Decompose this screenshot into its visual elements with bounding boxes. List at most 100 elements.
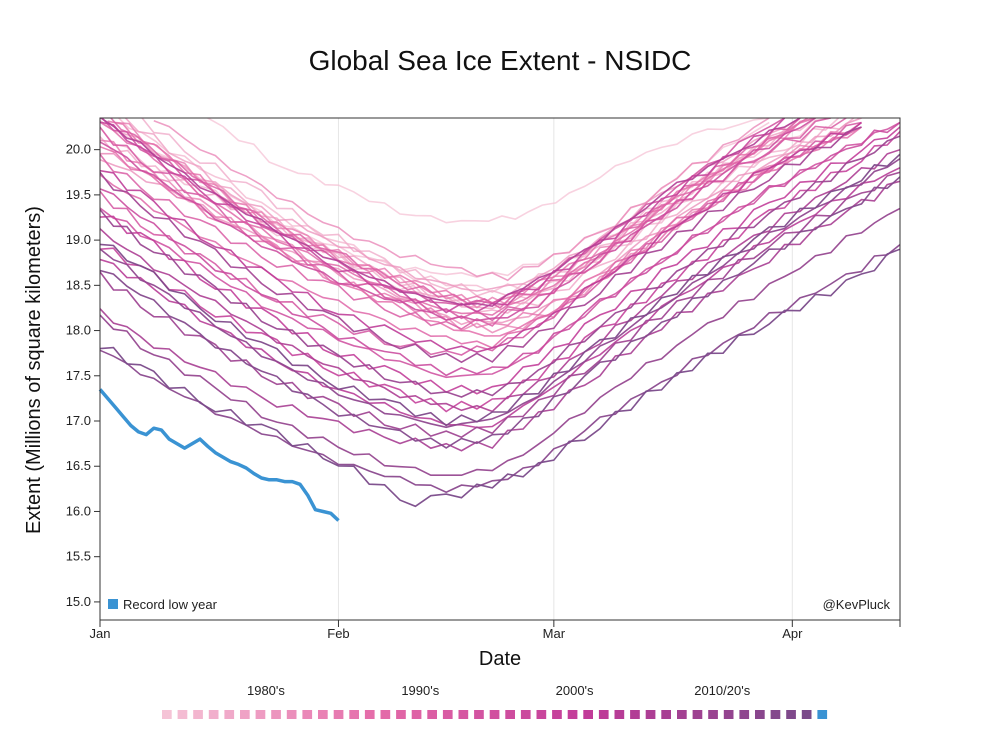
- strip-square: [489, 710, 500, 719]
- series-line-31: [100, 148, 900, 413]
- strip-square: [224, 710, 235, 719]
- series-line-29: [100, 166, 900, 429]
- y-tick-label: 17.0: [66, 413, 91, 428]
- x-tick-label-feb: Feb: [327, 626, 349, 641]
- strip-square: [801, 710, 812, 719]
- series-line-39: [100, 176, 900, 449]
- y-axis-title: Extent (Millions of square kilometers): [23, 206, 45, 534]
- strip-square: [411, 710, 422, 719]
- decade-label-0: 1980's: [247, 683, 285, 698]
- series-line-22: [100, 121, 900, 379]
- series-line-23: [100, 118, 816, 322]
- series-line-28: [100, 121, 862, 353]
- strip-square: [240, 710, 250, 719]
- y-tick-label: 18.0: [66, 323, 91, 338]
- series-line-37: [100, 158, 900, 429]
- decade-label-1: 1990's: [401, 683, 439, 698]
- y-tick-label: 16.0: [66, 503, 91, 518]
- series-line-13: [107, 118, 816, 304]
- strip-square: [692, 710, 703, 719]
- legend-swatch-record-low: [108, 599, 118, 609]
- strip-square: [552, 710, 562, 719]
- strip-square: [427, 710, 437, 719]
- series-line-27: [100, 126, 900, 395]
- x-tick-label-jan: Jan: [90, 626, 111, 641]
- strip-square: [786, 710, 796, 719]
- strip-square: [474, 710, 484, 719]
- strip-square: [536, 710, 547, 719]
- strip-square: [380, 710, 391, 719]
- strip-square: [396, 710, 406, 719]
- strip-square: [755, 710, 765, 719]
- strip-square: [598, 710, 609, 719]
- y-tick-label: 16.5: [66, 458, 91, 473]
- plot-frame: [99, 117, 901, 621]
- strip-square: [286, 710, 297, 719]
- series-line-11: [115, 118, 816, 309]
- y-tick-label: 17.5: [66, 368, 91, 383]
- legend-label-record-low: Record low year: [123, 597, 218, 612]
- credit-label: @KevPluck: [823, 597, 891, 612]
- series-lines: [100, 118, 900, 508]
- strip-square: [739, 710, 750, 719]
- decade-color-strip: [162, 710, 828, 719]
- series-line-17: [109, 118, 801, 309]
- series-line-40: [100, 153, 900, 427]
- strip-square: [677, 710, 687, 719]
- strip-square: [645, 710, 656, 719]
- y-tick-label: 19.5: [66, 187, 91, 202]
- strip-square: [193, 710, 203, 719]
- strip-square: [333, 710, 344, 719]
- x-tick-label-apr: Apr: [782, 626, 803, 641]
- strip-square: [162, 710, 172, 719]
- strip-square: [271, 710, 281, 719]
- y-tick-label: 15.0: [66, 594, 91, 609]
- series-line-16: [100, 126, 862, 349]
- strip-square: [458, 710, 469, 719]
- strip-square: [567, 710, 578, 719]
- y-tick-label: 18.5: [66, 277, 91, 292]
- series-line-32: [100, 180, 900, 452]
- decade-label-2: 2000's: [556, 683, 594, 698]
- record-low-series: [98, 388, 340, 522]
- series-line-9: [153, 118, 770, 282]
- strip-square: [349, 710, 359, 719]
- series-line-30: [100, 118, 801, 308]
- series-line-24: [100, 121, 900, 377]
- series-line-35: [100, 135, 900, 398]
- series-line-36: [100, 207, 900, 477]
- y-tick-label: 19.0: [66, 232, 91, 247]
- y-tick-labels: 15.0 15.5 16.0 16.5 17.0 17.5 18.0 18.5 19.0 19.5…: [66, 142, 100, 609]
- strip-square: [302, 710, 313, 719]
- series-line-34: [100, 171, 900, 439]
- decade-label-3: 2010/20's: [694, 683, 750, 698]
- record-low-line: [98, 388, 340, 522]
- y-tick-label: 20.0: [66, 142, 91, 157]
- strip-square: [770, 710, 781, 719]
- series-line-12: [100, 121, 862, 329]
- x-axis-ticks: Jan Feb Mar Apr: [90, 620, 901, 641]
- y-tick-label: 15.5: [66, 549, 91, 564]
- strip-square: [708, 710, 718, 719]
- strip-square: [661, 710, 671, 719]
- series-line-26: [100, 131, 900, 413]
- strip-square: [520, 710, 531, 719]
- chart-title: Global Sea Ice Extent - NSIDC: [309, 45, 692, 76]
- strip-square: [505, 710, 515, 719]
- series-line-0: [207, 118, 770, 224]
- series-line-20: [100, 121, 862, 356]
- strip-square: [255, 710, 266, 719]
- strip-square: [364, 710, 375, 719]
- series-line-21: [101, 118, 786, 307]
- decade-labels: 1980's 1990's 2000's 2010/20's: [247, 683, 751, 698]
- strip-square: [614, 710, 625, 719]
- strip-square: [442, 710, 453, 719]
- x-axis-title: Date: [479, 648, 521, 670]
- strip-square: [318, 710, 328, 719]
- strip-square: [583, 710, 593, 719]
- series-line-33: [100, 126, 862, 364]
- strip-square: [630, 710, 640, 719]
- x-tick-label-mar: Mar: [543, 626, 566, 641]
- strip-square: [723, 710, 734, 719]
